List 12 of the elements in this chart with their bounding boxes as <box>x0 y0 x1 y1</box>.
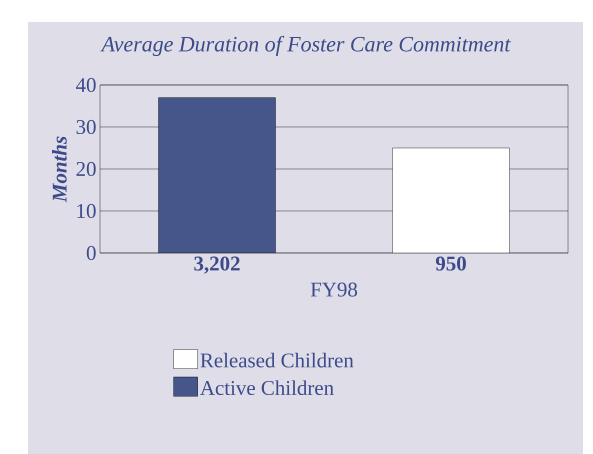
y-tick-label: 20 <box>76 162 96 176</box>
y-axis-title: Months <box>52 136 67 202</box>
legend-label: Released Children <box>200 352 354 368</box>
chart-title: Average Duration of Foster Care Commitment <box>100 36 511 56</box>
y-tick-label: 40 <box>76 78 96 92</box>
legend-label: Active Children <box>200 380 334 396</box>
y-tick-label: 0 <box>86 246 96 260</box>
y-tick-label: 30 <box>76 120 96 134</box>
x-axis-title: FY98 <box>310 282 358 297</box>
y-tick-label: 10 <box>77 204 96 218</box>
x-tick-label: 950 <box>436 256 466 271</box>
x-tick-label: 3,202 <box>194 256 240 274</box>
